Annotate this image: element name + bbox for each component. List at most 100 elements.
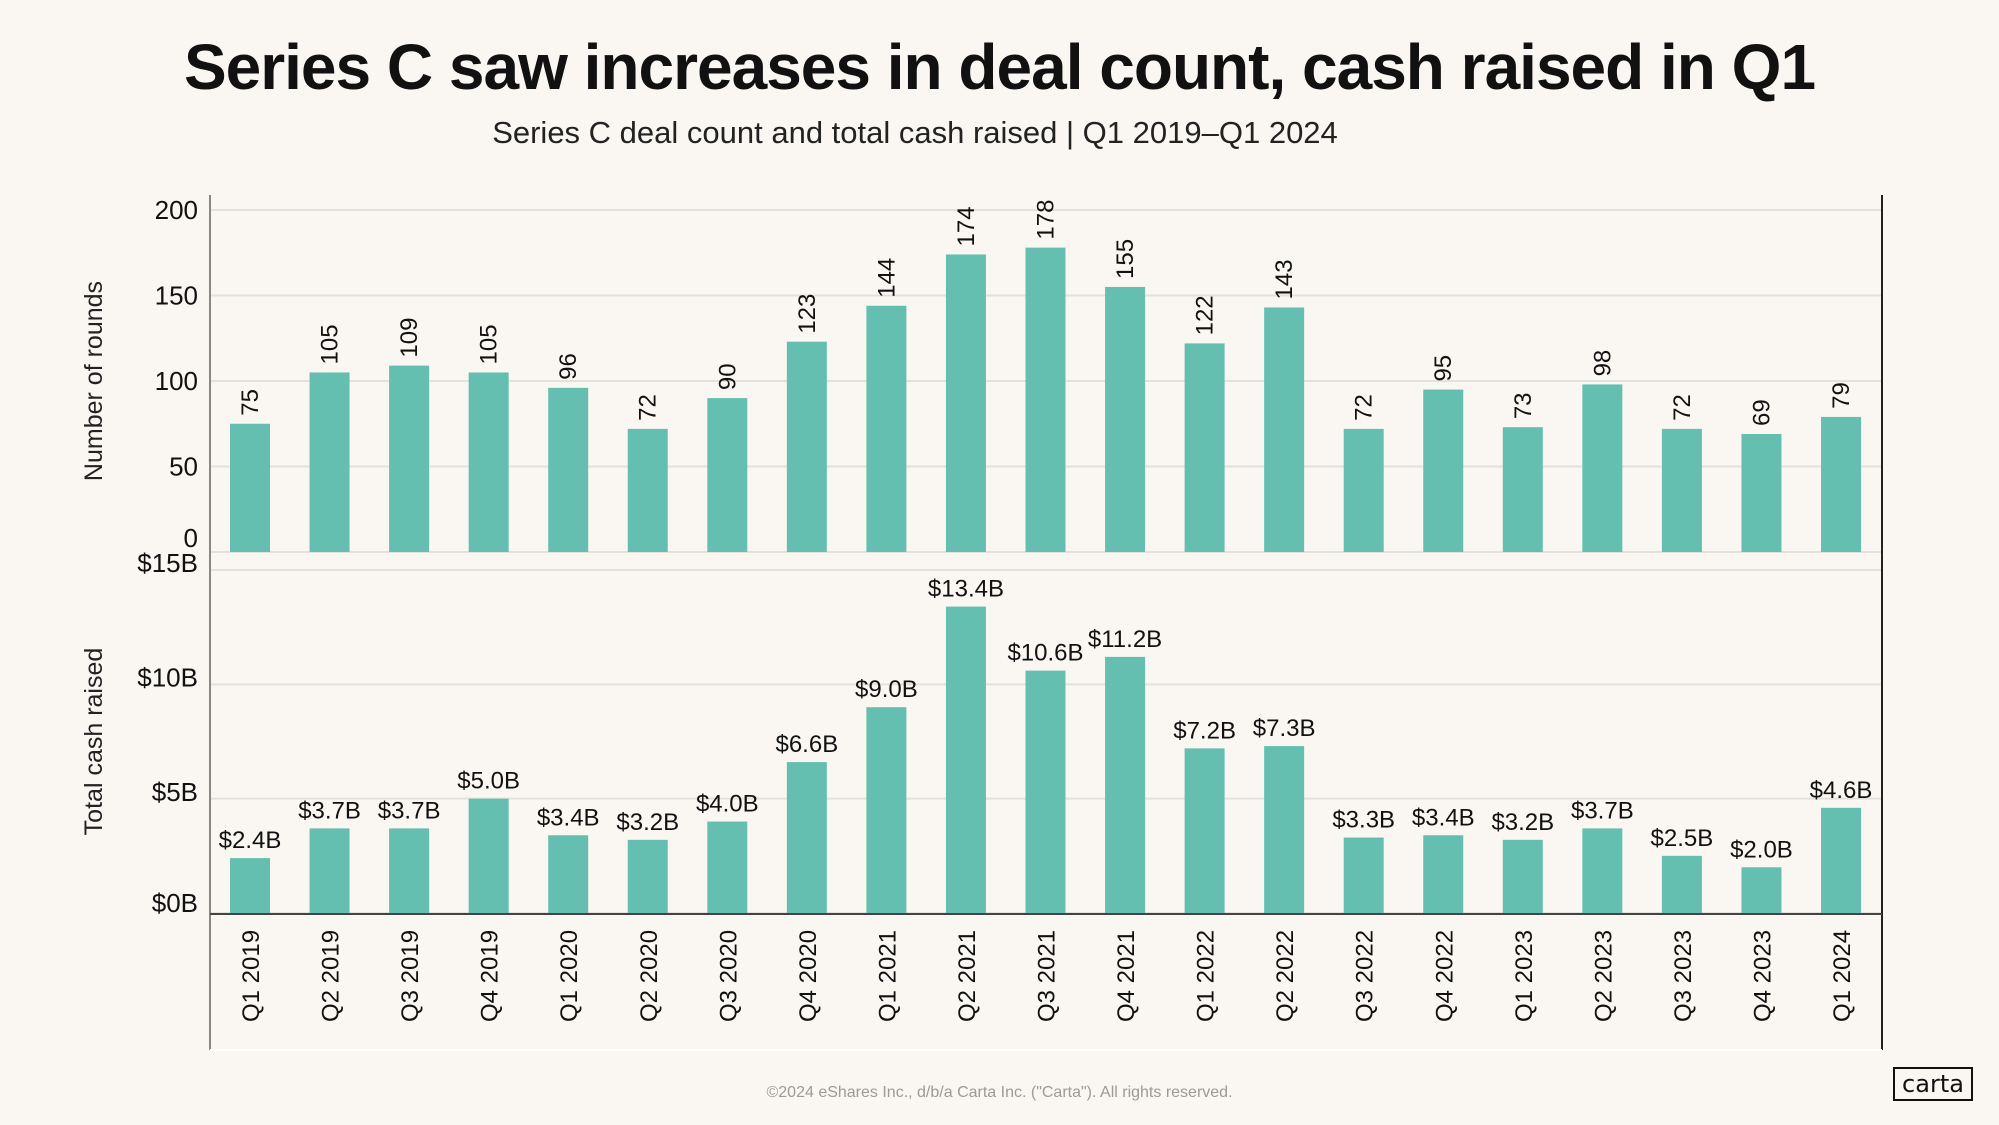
data-label: $3.7B xyxy=(298,797,361,824)
x-tick-label: Q2 2022 xyxy=(1272,930,1299,1022)
data-label: $11.2B xyxy=(1088,626,1162,653)
data-label: 72 xyxy=(1351,394,1378,421)
data-label: 69 xyxy=(1748,399,1775,426)
data-label: 105 xyxy=(317,324,344,364)
data-label: 73 xyxy=(1510,392,1537,419)
bar xyxy=(1264,307,1305,552)
data-label: 90 xyxy=(714,363,741,390)
y-axis-title: Total cash raised xyxy=(80,648,108,836)
data-label: 144 xyxy=(873,258,900,298)
x-tick-label: Q3 2021 xyxy=(1034,930,1061,1022)
data-label: $5.0B xyxy=(457,768,520,795)
bar xyxy=(230,858,270,913)
data-label: 178 xyxy=(1033,200,1060,240)
x-tick-label: Q2 2021 xyxy=(954,930,981,1022)
data-label: $3.3B xyxy=(1332,807,1395,834)
bar xyxy=(1343,428,1384,552)
data-label: 75 xyxy=(237,389,264,416)
data-label: 123 xyxy=(794,294,821,334)
bar xyxy=(1741,434,1782,552)
x-tick-label: Q4 2022 xyxy=(1431,930,1458,1022)
data-label: $6.6B xyxy=(775,731,838,758)
bar xyxy=(786,762,827,913)
bar xyxy=(866,305,907,552)
x-tick-label: Q3 2020 xyxy=(715,930,742,1022)
x-tick-label: Q1 2023 xyxy=(1511,930,1538,1022)
data-label: $10.6B xyxy=(1007,640,1083,667)
data-label: $7.3B xyxy=(1253,715,1316,742)
bar xyxy=(1343,837,1384,913)
data-label: 98 xyxy=(1589,350,1616,377)
data-label: $3.2B xyxy=(1491,809,1554,836)
x-tick-label: Q4 2023 xyxy=(1749,930,1776,1022)
data-label: 96 xyxy=(555,353,582,380)
data-label: $13.4B xyxy=(928,576,1004,603)
data-label: $4.0B xyxy=(696,791,759,818)
y-tick-label: 50 xyxy=(169,452,198,482)
y-tick-label: $5B xyxy=(152,777,198,807)
x-tick-label: Q2 2019 xyxy=(318,930,345,1022)
x-tick-label: Q1 2021 xyxy=(874,930,901,1022)
bar xyxy=(230,423,270,552)
bar xyxy=(1582,828,1623,913)
data-label: 174 xyxy=(953,206,980,246)
data-label: $3.2B xyxy=(616,809,679,836)
bar xyxy=(1821,807,1861,913)
x-tick-label: Q2 2023 xyxy=(1590,930,1617,1022)
data-label: 95 xyxy=(1430,355,1457,382)
x-tick-label: Q2 2020 xyxy=(636,930,663,1022)
y-tick-label: 100 xyxy=(155,366,198,396)
bar xyxy=(786,341,827,552)
carta-logo: carta xyxy=(1893,1067,1973,1101)
x-tick-label: Q1 2020 xyxy=(556,930,583,1022)
data-label: $7.2B xyxy=(1173,717,1236,744)
bar xyxy=(1502,839,1543,913)
bar xyxy=(548,387,589,552)
bar xyxy=(468,372,509,552)
data-label: $4.6B xyxy=(1810,777,1873,804)
y-tick-label: $0B xyxy=(152,888,198,918)
bar xyxy=(548,835,589,913)
bar xyxy=(1423,389,1464,552)
x-tick-label: Q4 2019 xyxy=(477,930,504,1022)
bar xyxy=(1741,867,1782,913)
x-tick-label: Q1 2024 xyxy=(1829,930,1856,1022)
data-label: 109 xyxy=(396,318,423,358)
chart-subtitle: Series C deal count and total cash raise… xyxy=(492,115,1338,150)
bar xyxy=(866,707,907,913)
y-tick-label: $10B xyxy=(137,662,198,692)
bar xyxy=(1105,656,1146,913)
bar xyxy=(627,839,668,913)
bar xyxy=(627,428,668,552)
y-axis-title: Number of rounds xyxy=(80,281,108,481)
chart-title: Series C saw increases in deal count, ca… xyxy=(183,31,1816,103)
bar xyxy=(309,372,350,552)
bar xyxy=(945,254,986,552)
data-label: 143 xyxy=(1271,259,1298,299)
bar xyxy=(1502,427,1543,552)
bar xyxy=(1661,428,1702,552)
bar xyxy=(1184,748,1225,913)
bar xyxy=(389,365,430,552)
bar xyxy=(1025,247,1066,552)
data-label: $9.0B xyxy=(855,676,918,703)
bar xyxy=(1184,343,1225,552)
copyright-footer: ©2024 eShares Inc., d/b/a Carta Inc. ("C… xyxy=(766,1084,1233,1101)
y-tick-label: 150 xyxy=(155,281,198,311)
y-tick-label: 200 xyxy=(155,195,198,225)
bar xyxy=(1105,286,1146,552)
data-label: $3.7B xyxy=(1571,797,1634,824)
x-tick-label: Q3 2019 xyxy=(397,930,424,1022)
data-label: 155 xyxy=(1112,239,1139,279)
bar xyxy=(1264,746,1305,913)
data-label: $2.0B xyxy=(1730,836,1793,863)
data-label: 105 xyxy=(476,324,503,364)
bar xyxy=(1423,835,1464,913)
bar xyxy=(945,606,986,913)
data-label: 72 xyxy=(635,394,662,421)
bar xyxy=(707,398,748,552)
bar xyxy=(1025,670,1066,913)
y-tick-label: $15B xyxy=(137,548,198,578)
bar xyxy=(389,828,430,913)
